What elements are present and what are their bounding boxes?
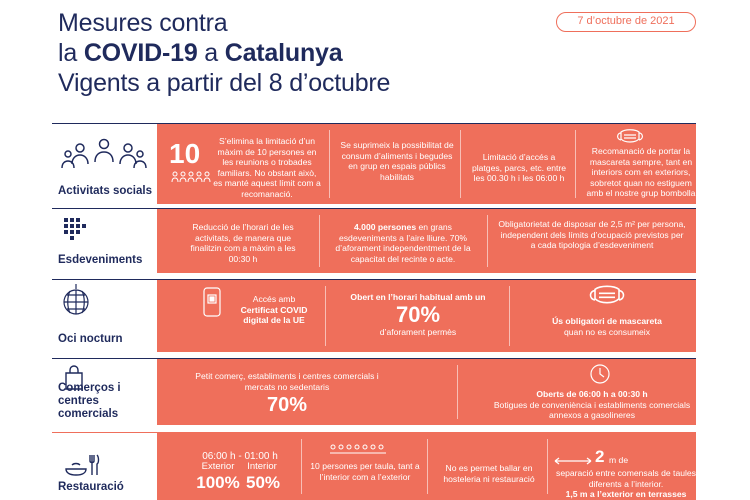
people-group-icon	[60, 138, 148, 172]
row-restaurants-title: Restauració	[58, 481, 124, 493]
restaurants-cell-2: 10 persones per taula, tant a l’interior…	[310, 461, 420, 482]
row-events-label: Esdeveniments	[52, 209, 157, 273]
restaurants-terrace-distance: 1,5 m a l’exterior en terrasses	[565, 489, 687, 499]
row-commerce-body: Petit comerç, establiments i centres com…	[157, 359, 696, 425]
row-events-body: Reducció de l’horari de les activitats, …	[157, 209, 696, 273]
calendar-icon	[62, 215, 88, 241]
page-title: Mesures contra la COVID-19 a Catalunya V…	[58, 8, 478, 98]
commerce-hours: Oberts de 06:00 h a 00:30 h	[536, 389, 648, 399]
nightlife-hours: Obert en l’horari habitual amb un	[350, 292, 486, 302]
events-cell-3: Obligatorietat de disposar de 2,5 m² per…	[498, 219, 686, 250]
row-social-body: 10 S’elimina la limitació d’un màxim de …	[157, 124, 696, 204]
separator	[575, 130, 576, 198]
date-badge: 7 d’octubre de 2021	[556, 12, 696, 32]
row-events: Esdeveniments Reducció de l’horari de le…	[52, 209, 696, 273]
phone-qr-icon	[201, 286, 225, 320]
row-events-title: Esdeveniments	[58, 254, 143, 266]
separator	[487, 215, 488, 267]
row-nightlife-title: Oci nocturn	[58, 333, 123, 345]
nightlife-capacity-label: d’aforament permès	[379, 326, 457, 337]
row-restaurants-body: 06:00 h - 01:00 h Exterior Interior 100%…	[157, 433, 696, 500]
title-covid: COVID-19	[83, 39, 198, 67]
commerce-cell-1-text: Petit comerç, establiments i centres com…	[195, 371, 379, 392]
row-nightlife: Oci nocturn Accés amb Certificat COVID di…	[52, 280, 696, 352]
separator	[509, 286, 510, 346]
social-cell-4: Recomanació de portar la mascareta sempr…	[586, 146, 696, 198]
nightlife-cell-1-text: Accés amb	[252, 294, 296, 304]
nightlife-mask-rule: Ús obligatori de mascareta	[552, 316, 662, 326]
mask-icon	[615, 128, 645, 146]
restaurants-int-label: Interior	[247, 461, 277, 472]
row-commerce-label: Comerços i centres comercials	[52, 359, 157, 425]
commerce-cell-2: Oberts de 06:00 h a 00:30 h Botigues de c…	[477, 389, 707, 421]
restaurants-distance-number: 2	[595, 447, 605, 466]
row-social-label: Activitats socials	[52, 124, 157, 204]
separator	[460, 130, 461, 198]
divider	[52, 358, 696, 359]
mask-icon	[587, 284, 627, 308]
separator	[329, 130, 330, 198]
row-commerce: Comerços i centres comercials Petit come…	[52, 359, 696, 425]
small-people-icon	[171, 170, 211, 184]
commerce-capacity: 70%	[266, 394, 308, 416]
restaurants-cell-4-text: separació entre comensals de taules dife…	[556, 468, 696, 489]
divider	[52, 432, 696, 433]
social-cell-3: Limitació d’accés a platges, parcs, etc.…	[471, 152, 567, 183]
commerce-hours-note: Botigues de conveniència i establiments …	[493, 399, 691, 421]
disco-ball-icon	[60, 284, 92, 316]
separator	[325, 286, 326, 346]
restaurants-int-value: 50%	[245, 473, 281, 492]
nightlife-cell-2: Obert en l’horari habitual amb un 70% d’…	[333, 292, 503, 337]
separator	[319, 215, 320, 267]
row-restaurants: Restauració 06:00 h - 01:00 h Exterior I…	[52, 433, 696, 500]
title-line-2-pre: la	[58, 39, 84, 67]
restaurants-distance-unit: m de	[609, 455, 629, 465]
title-line-2: la COVID-19 a Catalunya	[58, 38, 478, 68]
separator	[427, 439, 428, 494]
events-cell-1: Reducció de l’horari de les activitats, …	[190, 222, 296, 264]
divider	[52, 208, 696, 209]
nightlife-capacity: 70%	[395, 301, 441, 327]
separator	[457, 365, 458, 419]
divider	[52, 279, 696, 280]
title-line-2-mid: a	[197, 39, 225, 67]
nightlife-cell-1: Accés amb Certificat COVID digital de la …	[229, 294, 319, 326]
restaurants-cell-4: separació entre comensals de taules dife…	[553, 468, 699, 500]
separator	[547, 439, 548, 494]
row-nightlife-body: Accés amb Certificat COVID digital de la …	[157, 280, 696, 352]
row-restaurants-label: Restauració	[52, 433, 157, 500]
title-line-3: Vigents a partir del 8 d’octubre	[58, 69, 391, 97]
separator	[301, 439, 302, 494]
title-catalunya: Catalunya	[224, 39, 343, 67]
cutlery-icon	[64, 453, 100, 477]
social-big-number: 10	[169, 138, 201, 169]
nightlife-cell-3: Ús obligatori de mascareta quan no es con…	[527, 316, 687, 337]
row-commerce-title: Comerços i centres comercials	[58, 382, 121, 420]
divider	[52, 123, 696, 124]
restaurants-hours: 06:00 h - 01:00 h	[202, 451, 278, 462]
restaurants-cell-3: No es permet ballar en hosteleria ni res…	[443, 463, 535, 484]
restaurants-ext-value: 100%	[196, 473, 240, 492]
nightlife-mask-note: quan no es consumeix	[564, 326, 650, 337]
title-line-1: Mesures contra	[58, 9, 228, 37]
row-nightlife-label: Oci nocturn	[52, 280, 157, 352]
shopping-bag-icon	[62, 365, 86, 391]
row-social: Activitats socials 10 S’elimina la limit…	[52, 124, 696, 204]
distance-marker: 2 m de	[553, 447, 693, 467]
social-cell-2: Se suprimeix la possibilitat de consum d…	[340, 140, 454, 182]
events-cell-2-text: en grans esdeveniments a l’aire lliure. …	[335, 222, 471, 264]
events-cell-2-bold: 4.000 persones	[354, 222, 417, 232]
double-arrow-icon	[554, 457, 592, 465]
social-cell-1: S’elimina la limitació d’un màxim de 10 …	[213, 136, 321, 199]
clock-icon	[589, 363, 611, 385]
events-cell-2: 4.000 persones en grans esdeveniments a …	[327, 222, 479, 264]
table-people-icon	[329, 443, 389, 457]
commerce-cell-1: Petit comerç, establiments i centres com…	[187, 371, 387, 418]
restaurants-ext-label: Exterior	[201, 461, 235, 472]
row-social-title: Activitats socials	[58, 185, 152, 197]
nightlife-certificate: Certificat COVID digital de la UE	[240, 304, 308, 326]
